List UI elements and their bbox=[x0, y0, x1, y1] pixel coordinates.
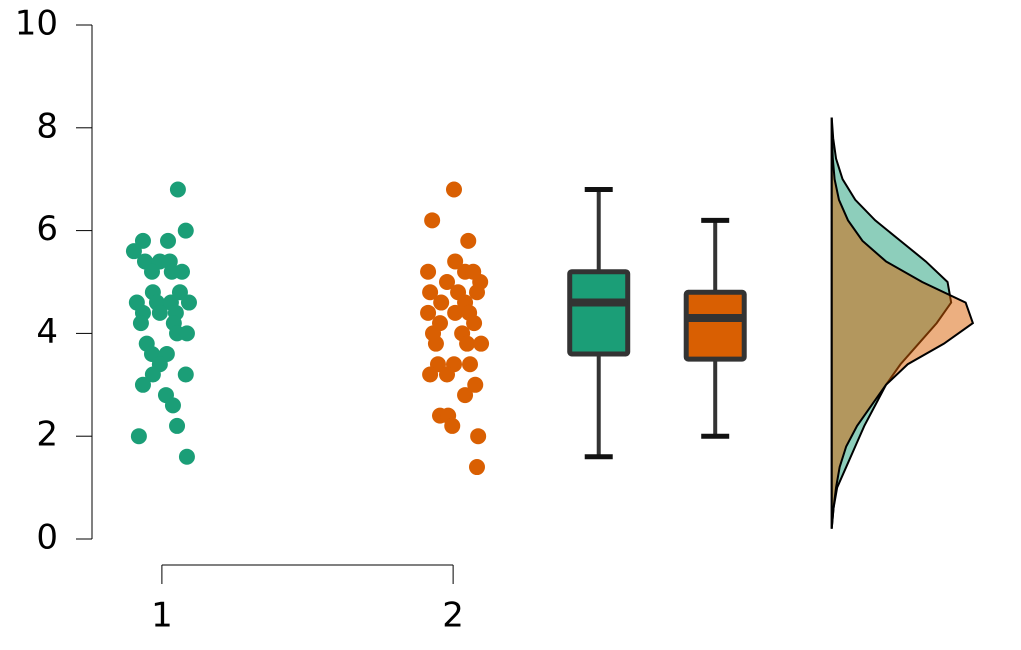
point bbox=[178, 325, 195, 342]
point bbox=[178, 448, 195, 465]
x-tick-label: 1 bbox=[151, 596, 173, 636]
point bbox=[470, 428, 487, 445]
point bbox=[447, 304, 464, 321]
point bbox=[427, 335, 444, 352]
point bbox=[466, 315, 483, 332]
point bbox=[420, 263, 437, 280]
y-tick-label: 2 bbox=[36, 415, 58, 455]
box bbox=[683, 289, 747, 362]
point bbox=[439, 366, 456, 383]
point bbox=[160, 232, 177, 249]
point bbox=[457, 387, 474, 404]
point bbox=[151, 304, 168, 321]
point bbox=[143, 263, 160, 280]
point bbox=[164, 397, 181, 414]
point bbox=[459, 335, 476, 352]
x-tick-label: 2 bbox=[442, 596, 464, 636]
point bbox=[134, 376, 151, 393]
density bbox=[830, 117, 975, 529]
point bbox=[177, 366, 194, 383]
y-tick-label: 8 bbox=[36, 106, 58, 146]
point bbox=[422, 284, 439, 301]
point bbox=[468, 284, 485, 301]
point bbox=[439, 274, 456, 290]
point bbox=[171, 284, 188, 301]
point bbox=[447, 253, 464, 270]
point bbox=[444, 417, 461, 434]
point bbox=[433, 294, 450, 311]
point bbox=[125, 243, 142, 260]
point bbox=[445, 181, 462, 198]
point bbox=[177, 222, 194, 239]
y-tick-label: 10 bbox=[15, 4, 58, 44]
y-tick-label: 4 bbox=[36, 312, 58, 352]
point bbox=[130, 428, 147, 445]
y-tick-label: 6 bbox=[36, 209, 58, 249]
box bbox=[567, 269, 631, 357]
point bbox=[467, 376, 484, 393]
point bbox=[144, 366, 161, 383]
point bbox=[424, 212, 441, 229]
point bbox=[422, 366, 439, 383]
y-tick-label: 0 bbox=[36, 518, 58, 558]
point bbox=[169, 181, 186, 198]
point bbox=[420, 304, 437, 321]
point bbox=[468, 459, 485, 476]
point bbox=[460, 232, 477, 249]
point bbox=[173, 263, 190, 280]
point bbox=[180, 294, 197, 311]
point bbox=[473, 335, 490, 352]
point bbox=[169, 417, 186, 434]
point bbox=[132, 315, 149, 332]
point bbox=[462, 356, 479, 373]
point bbox=[134, 232, 151, 249]
